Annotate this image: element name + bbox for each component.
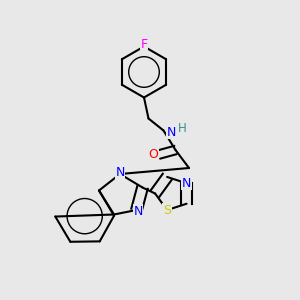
Text: H: H <box>178 122 187 135</box>
Text: N: N <box>115 166 125 179</box>
Text: N: N <box>166 125 176 139</box>
Text: N: N <box>133 205 143 218</box>
Text: F: F <box>140 38 148 52</box>
Text: N: N <box>182 177 191 190</box>
Text: O: O <box>149 148 158 161</box>
Text: S: S <box>163 203 171 217</box>
